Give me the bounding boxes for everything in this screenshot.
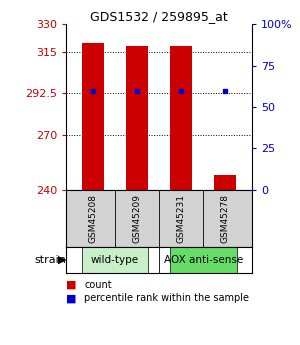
Text: GSM45278: GSM45278 (221, 194, 230, 243)
Bar (126, 46, 148, 190)
Text: GSM45208: GSM45208 (88, 194, 97, 243)
Text: strain: strain (34, 255, 66, 265)
Bar (82, 247, 148, 273)
Bar (82, 42, 104, 190)
Text: wild-type: wild-type (91, 255, 139, 265)
Text: AOX anti-sense: AOX anti-sense (164, 255, 243, 265)
Text: ■: ■ (66, 294, 76, 303)
Text: ■: ■ (66, 280, 76, 289)
Text: percentile rank within the sample: percentile rank within the sample (84, 294, 249, 303)
Bar (170, 247, 236, 273)
Text: count: count (84, 280, 112, 289)
Text: GSM45231: GSM45231 (177, 194, 186, 243)
Text: GSM45209: GSM45209 (132, 194, 141, 243)
Text: ▶: ▶ (58, 255, 67, 265)
Title: GDS1532 / 259895_at: GDS1532 / 259895_at (90, 10, 228, 23)
Bar (214, 175, 236, 190)
Bar (170, 46, 192, 190)
